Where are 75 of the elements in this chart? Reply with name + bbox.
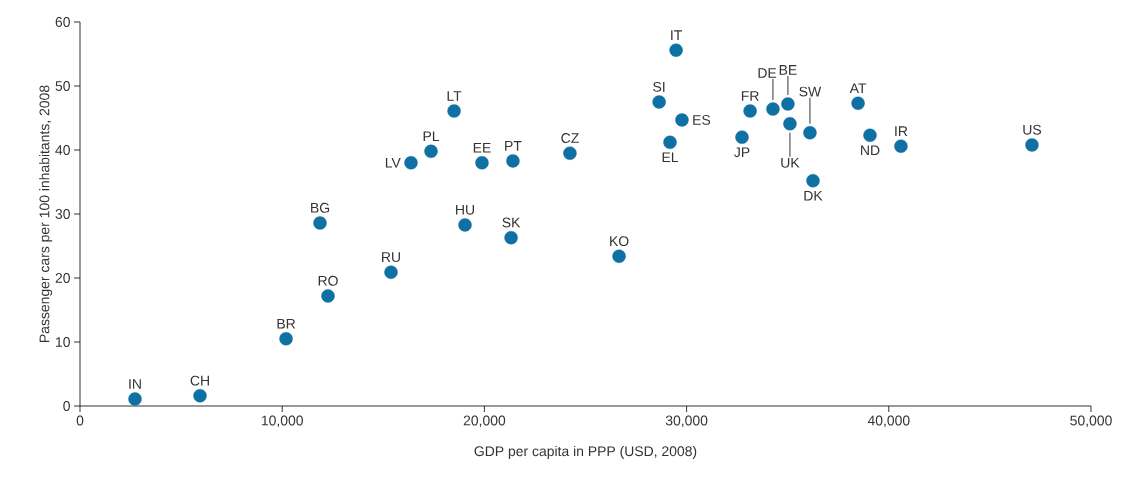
- annotation: EE: [473, 143, 491, 153]
- annotation: LT: [447, 91, 462, 101]
- x-tick-label: 0: [76, 415, 84, 426]
- annotation: IN: [129, 379, 141, 389]
- point: [321, 289, 335, 303]
- annotation: BG: [311, 202, 330, 213]
- point: [128, 392, 142, 406]
- point: [458, 218, 472, 232]
- annotation: BR: [277, 319, 296, 329]
- y-tick-label: 60: [55, 17, 70, 27]
- y-tick-label: 20: [55, 273, 70, 283]
- point: [663, 135, 677, 150]
- point: [783, 117, 797, 131]
- annotation: SI: [653, 81, 665, 92]
- point: [506, 154, 520, 168]
- y-axis-title: Passenger cars per 100 inhabitants, 2008: [39, 85, 53, 342]
- annotation: AT: [849, 83, 867, 94]
- point: [384, 265, 398, 279]
- annotation: LV: [385, 158, 401, 168]
- annotation: SK: [502, 217, 521, 228]
- annotation: UK: [781, 157, 800, 168]
- point: [612, 249, 626, 263]
- point: [766, 102, 780, 116]
- annotation: DK: [804, 190, 823, 201]
- annotation: RO: [318, 275, 338, 286]
- annotation: ND: [861, 145, 880, 156]
- point: [279, 332, 293, 346]
- y-tick-label: 0: [63, 401, 70, 411]
- annotation: IT: [671, 30, 682, 40]
- point: [781, 97, 795, 111]
- y-tick-label: 10: [56, 337, 70, 347]
- annotation: CH: [190, 375, 209, 386]
- point: [806, 174, 820, 188]
- point: [894, 139, 908, 153]
- annotation: SW: [799, 86, 822, 97]
- point: [193, 389, 207, 403]
- annotation: PT: [505, 141, 522, 151]
- annotation: IR: [895, 126, 908, 136]
- y-tick-label: 50: [55, 81, 70, 91]
- point: [675, 113, 689, 127]
- point: [652, 95, 666, 109]
- point: [863, 128, 877, 142]
- point: [313, 216, 327, 230]
- point: [735, 130, 749, 144]
- point: [475, 156, 489, 170]
- x-tick-label: 50,000: [1070, 415, 1112, 428]
- point: [743, 104, 757, 118]
- point: [424, 144, 438, 158]
- x-tick-label: 10,000: [261, 415, 303, 428]
- annotation: HU: [456, 204, 474, 215]
- annotation: JP: [734, 147, 750, 158]
- annotation: EL: [662, 152, 679, 163]
- annotation: FR: [741, 91, 759, 101]
- point: [404, 156, 418, 170]
- annotation: KO: [610, 236, 629, 247]
- point: [669, 43, 683, 57]
- x-axis-title: GDP per capita in PPP (USD, 2008): [474, 445, 697, 459]
- annotation: DE: [758, 68, 777, 78]
- annotation: RU: [382, 252, 400, 263]
- y-tick-label: 40: [55, 145, 70, 155]
- y-tick-label: 30: [55, 209, 70, 219]
- x-tick-label: 30,000: [665, 415, 708, 428]
- x-tick-label: 20,000: [463, 415, 506, 428]
- point: [803, 126, 817, 140]
- annotation: CZ: [561, 133, 579, 143]
- point: [504, 230, 518, 245]
- point: [1025, 138, 1039, 152]
- point: [563, 146, 577, 160]
- point: [851, 96, 865, 110]
- annotation: ES: [693, 114, 711, 125]
- x-tick-label: 40,000: [867, 415, 910, 428]
- annotation: US: [1023, 124, 1042, 135]
- annotation: PL: [423, 131, 440, 142]
- annotation: BE: [779, 65, 797, 75]
- point: [447, 104, 461, 118]
